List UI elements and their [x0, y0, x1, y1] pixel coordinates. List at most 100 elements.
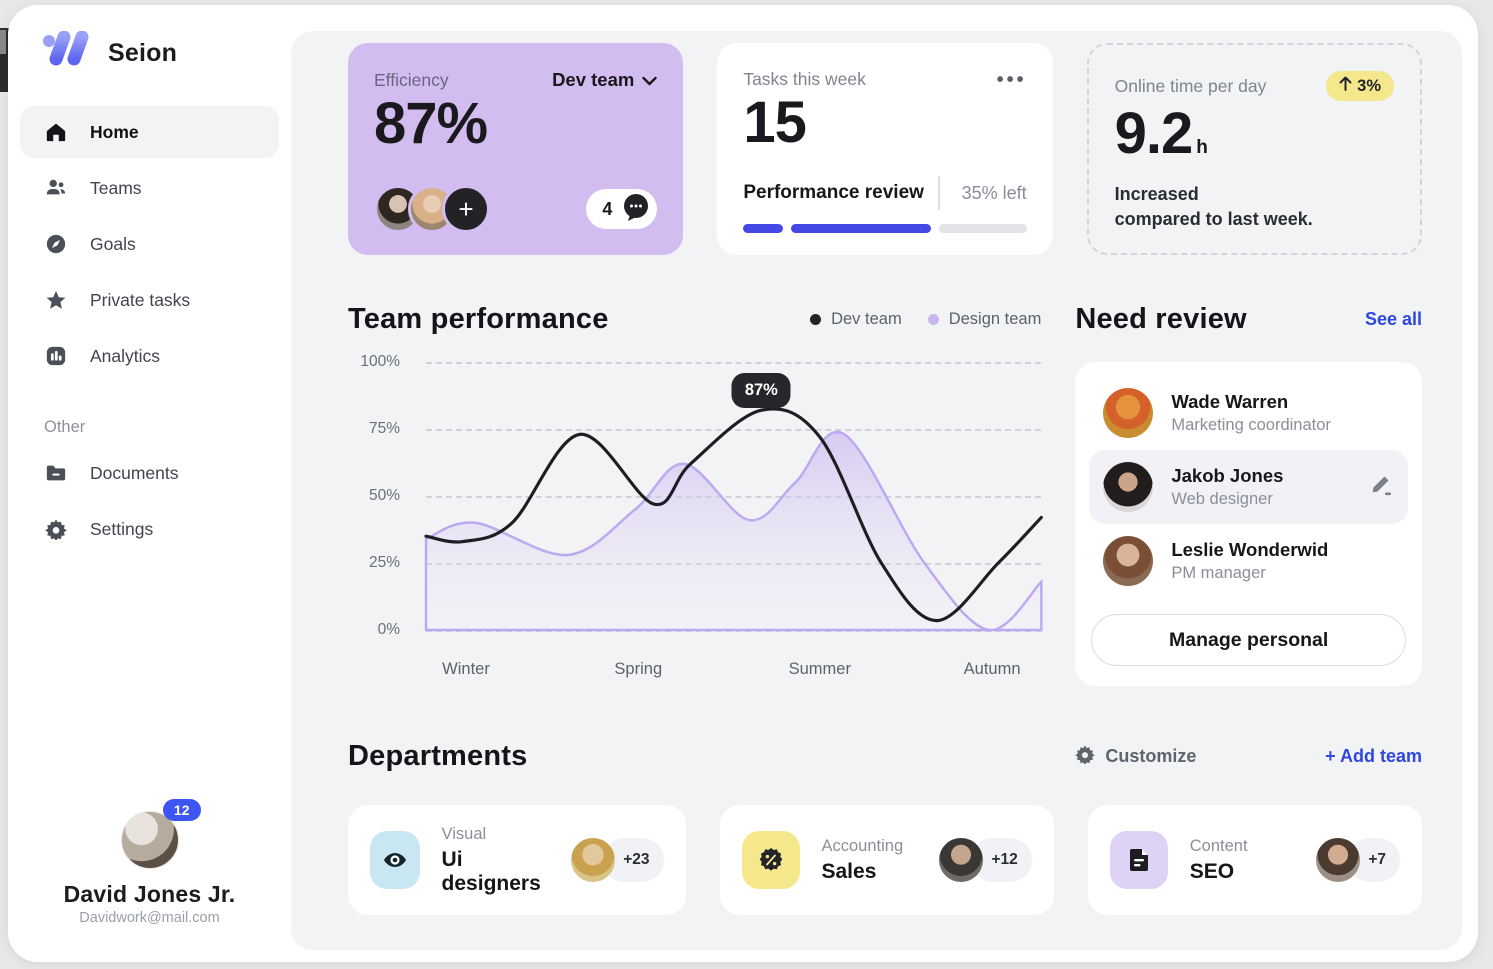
efficiency-label: Efficiency [374, 69, 449, 90]
gear-icon [1075, 744, 1096, 769]
efficiency-card: Efficiency Dev team 87% + [348, 43, 684, 255]
legend-dot [927, 314, 939, 325]
sidebar-section-other: Other [44, 418, 86, 436]
online-time-value: 9.2 h [1114, 101, 1208, 166]
online-time-unit: h [1196, 137, 1208, 158]
sidebar-nav-other: Documents Settings [8, 447, 291, 555]
compass-icon [44, 233, 68, 255]
chart-y-axis: 100% 75% 50% 25% 0% [360, 353, 400, 638]
user-profile[interactable]: 12 David Jones Jr. Davidwork@mail.com [8, 799, 291, 926]
add-member-button[interactable]: + [442, 185, 490, 233]
notification-badge: 12 [162, 799, 201, 821]
arrow-up-icon [1339, 76, 1352, 96]
seion-logo-icon [42, 30, 98, 76]
app-name: Seion [108, 39, 178, 67]
divider [938, 176, 940, 210]
edit-pencil-icon[interactable] [1368, 472, 1394, 503]
background-window-sliver-light [0, 30, 6, 54]
sidebar-item-label: Documents [90, 462, 179, 483]
sidebar-item-label: Private tasks [90, 289, 191, 310]
percent-badge-icon [741, 831, 800, 889]
chart-title: Team performance [348, 303, 609, 335]
department-members: +7 [1316, 838, 1400, 882]
chat-count-pill[interactable]: 4 [586, 189, 658, 229]
progress-segment-done [743, 224, 783, 233]
online-time-card: Online time per day 3% 9.2 h Increased co… [1086, 43, 1422, 255]
team-avatars: + [374, 185, 490, 233]
users-icon [44, 177, 68, 199]
department-members: +12 [939, 838, 1032, 882]
tasks-value: 15 [743, 90, 807, 155]
sidebar-item-documents[interactable]: Documents [20, 447, 279, 499]
efficiency-value: 87% [374, 91, 488, 156]
legend-dot [810, 314, 822, 325]
sidebar-item-home[interactable]: Home [20, 106, 279, 158]
app-logo: Seion [8, 30, 291, 76]
user-name: David Jones Jr. [63, 881, 236, 907]
sidebar-item-goals[interactable]: Goals [20, 218, 279, 270]
progress-segment-remaining [938, 224, 1027, 233]
task-progress-bar [743, 224, 1027, 233]
member-avatar [939, 838, 984, 882]
team-selector-dropdown[interactable]: Dev team [552, 69, 658, 91]
middle-row: Team performance Dev team Design team [348, 303, 1422, 694]
analytics-icon [44, 345, 68, 367]
main-content: Efficiency Dev team 87% + [291, 31, 1462, 950]
department-card-accounting[interactable]: Accounting Sales +12 [719, 805, 1054, 915]
sidebar-item-analytics[interactable]: Analytics [20, 330, 279, 382]
person-avatar [1103, 462, 1154, 512]
folder-icon [44, 462, 68, 484]
need-review-card: Wade Warren Marketing coordinator Jakob … [1075, 362, 1422, 686]
progress-segment-done [790, 224, 931, 233]
sidebar-item-label: Goals [90, 233, 136, 254]
tasks-label: Tasks this week [743, 69, 866, 89]
background-window-sliver [0, 28, 10, 92]
document-icon [1109, 831, 1168, 889]
departments-header: Departments Customize + Add team [348, 740, 1422, 773]
person-avatar [1103, 388, 1154, 438]
chart-plot-area[interactable]: 87% [424, 362, 1043, 632]
star-icon [44, 289, 68, 311]
eye-icon [370, 831, 420, 889]
chart-x-axis: Winter Spring Summer Autumn [442, 660, 1021, 678]
department-card-content[interactable]: Content SEO +7 [1087, 805, 1422, 915]
task-name: Performance review [743, 182, 924, 203]
sidebar-item-settings[interactable]: Settings [20, 503, 279, 555]
need-review-block: Need review See all Wade Warren Marketin… [1075, 303, 1422, 694]
need-review-title: Need review [1075, 303, 1247, 335]
customize-button[interactable]: Customize [1075, 744, 1196, 769]
gear-icon [44, 518, 68, 540]
user-email: Davidwork@mail.com [79, 910, 220, 926]
legend-item-design-team: Design team [927, 310, 1041, 329]
sidebar-item-teams[interactable]: Teams [20, 162, 279, 214]
chevron-down-icon [642, 69, 658, 91]
legend-item-dev-team: Dev team [810, 310, 902, 329]
online-time-note: Increased compared to last week. [1114, 184, 1313, 229]
team-performance-block: Team performance Dev team Design team [348, 303, 1043, 694]
team-performance-chart: 100% 75% 50% 25% 0% [348, 353, 1043, 638]
online-time-label: Online time per day [1114, 75, 1267, 96]
plus-icon: + [458, 193, 474, 224]
departments-row: Visual Ui designers +23 Accounting Sales [348, 805, 1422, 915]
more-options-icon[interactable]: ••• [996, 68, 1027, 91]
person-row-jakob-jones[interactable]: Jakob Jones Web designer [1089, 450, 1408, 524]
member-avatar [571, 838, 616, 882]
see-all-link[interactable]: See all [1364, 309, 1422, 329]
person-row-leslie-wonderwid[interactable]: Leslie Wonderwid PM manager [1089, 524, 1408, 598]
stats-row: Efficiency Dev team 87% + [348, 43, 1422, 255]
member-avatar [1316, 838, 1361, 882]
sidebar-item-label: Settings [90, 518, 154, 539]
sidebar-item-label: Analytics [90, 345, 161, 366]
sidebar-nav: Home Teams Goals Private tasks [8, 106, 291, 382]
sidebar: Seion Home Teams Goals [8, 5, 291, 962]
team-selector-value: Dev team [552, 69, 635, 90]
add-team-button[interactable]: + Add team [1325, 746, 1422, 766]
home-icon [44, 121, 68, 143]
manage-personal-button[interactable]: Manage personal [1091, 614, 1406, 666]
department-card-visual[interactable]: Visual Ui designers +23 [348, 805, 686, 915]
person-avatar [1103, 536, 1154, 586]
delta-value: 3% [1357, 76, 1381, 95]
sidebar-item-label: Teams [90, 177, 142, 198]
sidebar-item-private-tasks[interactable]: Private tasks [20, 274, 279, 326]
person-row-wade-warren[interactable]: Wade Warren Marketing coordinator [1089, 376, 1408, 450]
